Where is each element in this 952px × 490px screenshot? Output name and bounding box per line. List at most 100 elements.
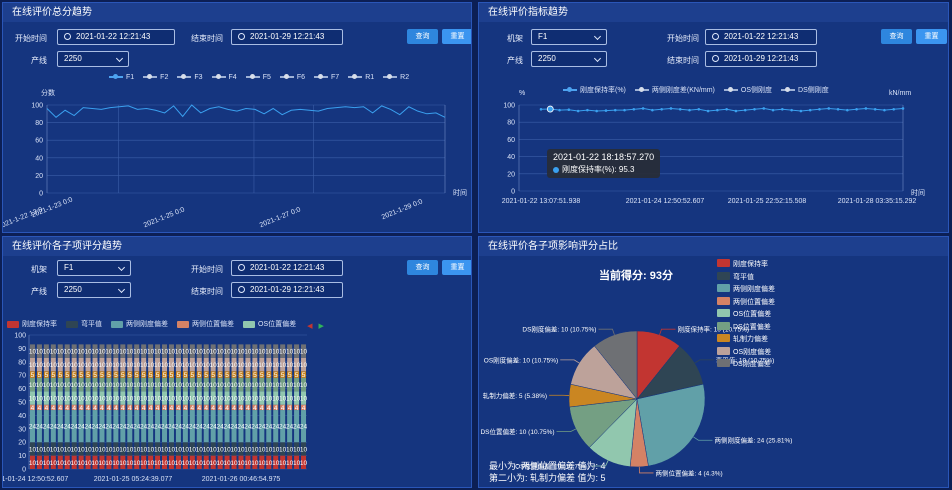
bar-segment bbox=[196, 371, 202, 378]
bar-segment bbox=[148, 455, 154, 469]
bar-segment bbox=[120, 391, 126, 405]
segment-value-label: 10 bbox=[119, 349, 127, 356]
end-time-input[interactable]: 2021-01-29 12:21:43 bbox=[231, 282, 343, 298]
legend-item[interactable]: F2 bbox=[143, 74, 168, 81]
chart-tooltip: 2021-01-22 18:18:57.270 刚度保持率(%): 95.3 bbox=[547, 149, 661, 178]
reset-button[interactable]: 重置 bbox=[442, 29, 471, 44]
legend-item[interactable]: 刚度保持率 bbox=[7, 319, 57, 329]
stacked-bar: 10 10 24 4 10 10 5 10 10 bbox=[50, 344, 58, 469]
data-point bbox=[539, 108, 543, 111]
segment-value-label: 10 bbox=[217, 382, 225, 389]
bar-segment bbox=[43, 357, 49, 372]
line-select[interactable]: 2250 bbox=[57, 282, 131, 298]
segment-value-label: 10 bbox=[189, 362, 197, 369]
legend-item[interactable]: 刚度保持率(%) bbox=[563, 85, 626, 95]
pie-legend-item[interactable]: 两侧刚度偏差 bbox=[717, 284, 775, 297]
legend-pager[interactable]: ◀ ▶ bbox=[307, 323, 324, 330]
data-point bbox=[762, 107, 766, 110]
bar-segment bbox=[203, 371, 209, 378]
legend-item[interactable]: 两侧刚度偏差 bbox=[111, 319, 168, 329]
bar-segment bbox=[29, 404, 35, 411]
legend-item[interactable]: F3 bbox=[177, 74, 203, 81]
bar-segment bbox=[287, 357, 293, 372]
legend-next-icon[interactable]: ▶ bbox=[318, 322, 324, 330]
segment-value-label: 10 bbox=[210, 395, 218, 402]
bar-segment bbox=[238, 344, 244, 358]
pie-slice-label: DS位置偏差: 10 (10.75%) bbox=[480, 427, 554, 436]
bar-segment bbox=[217, 371, 223, 378]
pie-legend-item[interactable]: DS位置偏差 bbox=[717, 321, 775, 335]
line-select[interactable]: 2250 bbox=[57, 51, 129, 67]
bar-segment bbox=[266, 377, 272, 392]
segment-value-label: 10 bbox=[50, 460, 58, 467]
bar-segment bbox=[301, 344, 307, 358]
legend-item[interactable]: OS位置偏差 bbox=[243, 319, 296, 329]
data-point bbox=[818, 108, 821, 111]
reset-button[interactable]: 重置 bbox=[442, 260, 471, 275]
legend-item[interactable]: F7 bbox=[314, 74, 339, 81]
pie-legend[interactable]: 刚度保持率 弯平值 两侧刚度偏差 两侧位置偏差 OS位置偏差 DS位置偏差 轧制力偏差 OS刚… bbox=[717, 259, 775, 372]
pie-legend-item[interactable]: 刚度保持率 bbox=[717, 259, 775, 272]
end-time-input[interactable]: 2021-01-29 12:21:43 bbox=[231, 29, 343, 45]
legend-item[interactable]: F1 bbox=[109, 74, 134, 81]
legend-marker-icon bbox=[634, 87, 649, 92]
pie-legend-item[interactable]: DS刚度偏差 bbox=[717, 359, 775, 372]
pie-legend-item[interactable]: 弯平值 bbox=[717, 271, 775, 285]
query-button[interactable]: 查询 bbox=[881, 29, 912, 44]
pie-legend-item[interactable]: 轧制力偏差 bbox=[717, 334, 775, 347]
chart-legend[interactable]: F1 F2 F3 F4 F5 F6 F7 R1 R2 bbox=[109, 73, 418, 81]
chart-legend[interactable]: 刚度保持率 弯平值 两侧刚度偏差 两侧位置偏差 OS位置偏差 ◀ ▶ bbox=[7, 319, 324, 330]
bar-segment bbox=[141, 455, 147, 469]
bar-segment bbox=[168, 357, 174, 372]
pie-legend-item[interactable]: 两侧位置偏差 bbox=[717, 296, 775, 310]
stand-select[interactable]: F1 bbox=[531, 29, 607, 45]
bar-segment bbox=[127, 410, 133, 443]
legend-item[interactable]: R1 bbox=[348, 74, 374, 81]
legend-item[interactable]: F6 bbox=[279, 74, 305, 81]
bar-segment bbox=[99, 455, 105, 469]
bar-segment bbox=[57, 344, 63, 358]
stacked-bar: 10 10 24 4 10 10 5 10 10 bbox=[133, 344, 141, 469]
bar-segment bbox=[85, 377, 91, 392]
legend-item[interactable]: 两侧刚度差(KN/mm) bbox=[634, 85, 715, 95]
legend-item[interactable]: F4 bbox=[211, 74, 237, 81]
line-label: 产线 bbox=[507, 56, 523, 65]
segment-value-label: 10 bbox=[230, 460, 238, 467]
bar-segment bbox=[106, 404, 112, 411]
x-axis-unit: 时间 bbox=[453, 188, 467, 197]
bar-segment bbox=[78, 404, 84, 411]
start-time-input[interactable]: 2021-01-22 12:21:43 bbox=[705, 29, 817, 45]
legend-item[interactable]: 两侧位置偏差 bbox=[177, 319, 234, 329]
data-point bbox=[558, 108, 561, 112]
data-point bbox=[781, 108, 784, 111]
legend-item[interactable]: 弯平值 bbox=[66, 319, 102, 329]
chart-legend[interactable]: 刚度保持率(%) 两侧刚度差(KN/mm) OS侧刚度 DS侧刚度 bbox=[563, 85, 838, 95]
start-time-input[interactable]: 2021-01-22 12:21:43 bbox=[57, 29, 175, 45]
end-time-input[interactable]: 2021-01-29 12:21:43 bbox=[705, 51, 817, 67]
segment-value-label: 10 bbox=[258, 362, 266, 369]
legend-marker-icon bbox=[563, 87, 577, 92]
start-time-input[interactable]: 2021-01-22 12:21:43 bbox=[231, 260, 343, 276]
pie-legend-item[interactable]: OS刚度偏差 bbox=[717, 346, 775, 360]
data-point bbox=[567, 108, 571, 112]
bar-segment bbox=[162, 391, 168, 405]
clock-icon bbox=[238, 33, 245, 40]
query-button[interactable]: 查询 bbox=[407, 29, 438, 44]
segment-value-label: 24 bbox=[286, 424, 294, 431]
query-button[interactable]: 查询 bbox=[407, 260, 438, 275]
segment-value-label: 10 bbox=[251, 395, 259, 402]
legend-item[interactable]: R2 bbox=[383, 74, 409, 81]
legend-swatch-icon bbox=[111, 320, 123, 328]
legend-item[interactable]: F5 bbox=[245, 74, 271, 81]
second-min-item-text: 第二小为: 轧制力偏差 值为: 5 bbox=[489, 473, 606, 483]
stand-select[interactable]: F1 bbox=[57, 260, 131, 276]
segment-value-label: 10 bbox=[223, 349, 231, 356]
bar-segment bbox=[294, 455, 300, 469]
legend-item[interactable]: OS侧刚度 bbox=[723, 85, 772, 95]
legend-item[interactable]: DS侧刚度 bbox=[781, 85, 829, 95]
bar-segment bbox=[280, 344, 286, 358]
pie-legend-item[interactable]: OS位置偏差 bbox=[717, 309, 775, 322]
reset-button[interactable]: 重置 bbox=[916, 29, 947, 44]
legend-prev-icon[interactable]: ◀ bbox=[307, 322, 313, 330]
line-select[interactable]: 2250 bbox=[531, 51, 607, 67]
